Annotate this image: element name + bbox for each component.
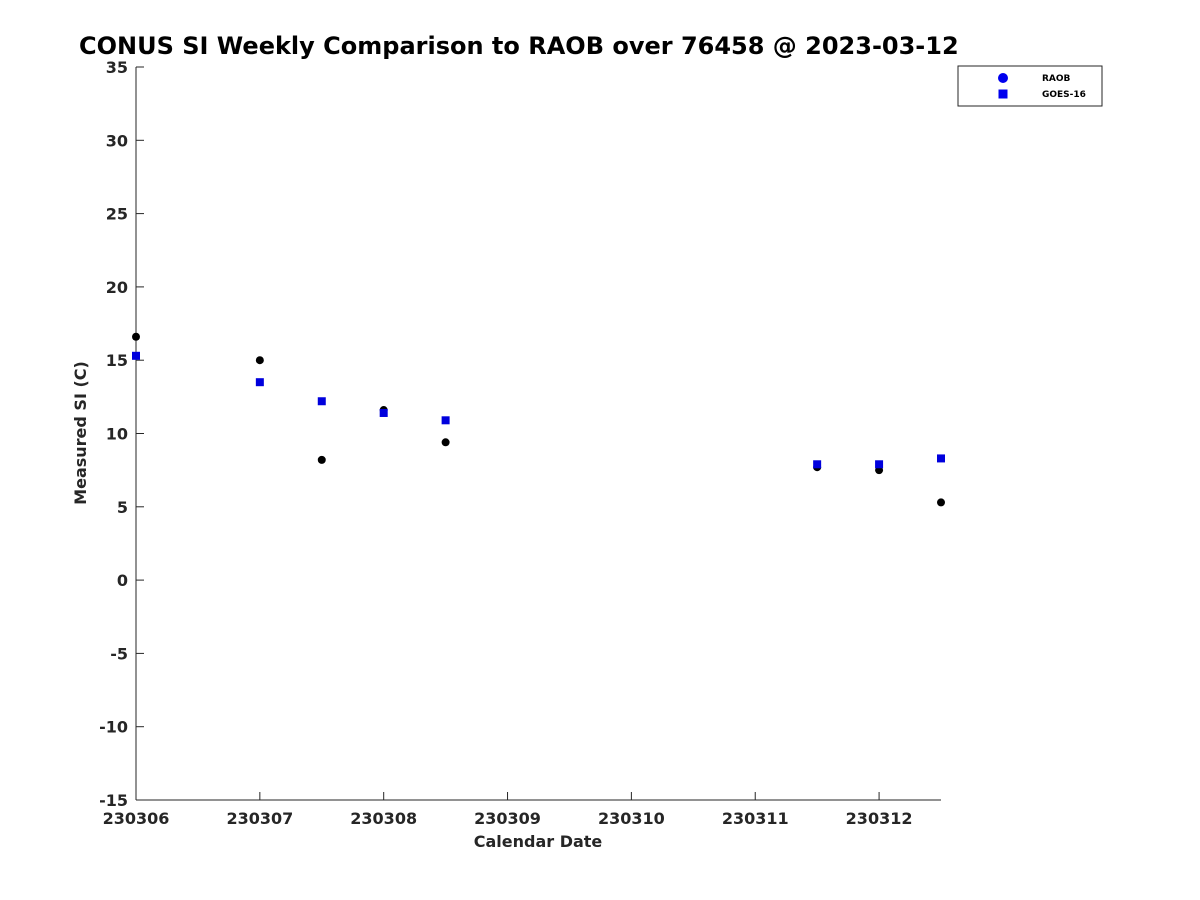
y-tick-label: -5 [110,644,128,663]
data-point [317,455,326,464]
legend-label: RAOB [1042,74,1071,84]
y-tick-label: 5 [117,498,128,517]
x-tick-label: 230307 [226,809,293,828]
legend: RAOB GOES-16 [957,65,1103,107]
y-tick-label: 0 [117,571,128,590]
y-tick-label: 10 [106,425,128,444]
data-point [132,332,140,341]
x-tick-label: 230311 [722,809,789,828]
data-point [317,397,326,406]
y-tick-label: 15 [106,351,128,370]
x-tick-label: 230308 [350,809,417,828]
legend-marker-goes-16 [998,89,1008,99]
y-tick-label: -10 [99,718,128,737]
data-point [255,378,264,387]
legend-label: GOES-16 [1042,90,1086,100]
y-axis-label: Measured SI (C) [71,361,90,505]
data-series [132,332,945,507]
chart-title: CONUS SI Weekly Comparison to RAOB over … [79,32,959,60]
x-axis-label: Calendar Date [474,832,603,851]
data-point [441,438,450,447]
x-tick-label: 230312 [846,809,913,828]
data-point [937,454,945,463]
series-goes-16 [132,351,945,469]
data-point [875,460,884,469]
y-tick-label: 25 [106,205,128,224]
y-axis: -15 -10 -5 0 5 10 15 20 25 30 35 [99,58,144,810]
data-point [937,498,945,507]
y-tick-label: 35 [106,58,128,77]
legend-marker-raob [998,73,1008,83]
data-point [379,408,388,417]
x-tick-label: 230306 [103,809,170,828]
data-point [813,460,822,469]
data-point [441,416,450,425]
x-tick-label: 230310 [598,809,665,828]
x-tick-label: 230309 [474,809,541,828]
x-axis: 230306 230307 230308 230309 230310 230311 2303… [103,792,941,828]
y-tick-label: 30 [106,131,128,150]
data-point [255,356,264,365]
y-tick-label: -15 [99,791,128,810]
y-tick-label: 20 [106,278,128,297]
legend-box [957,65,1103,107]
data-point [132,351,140,360]
